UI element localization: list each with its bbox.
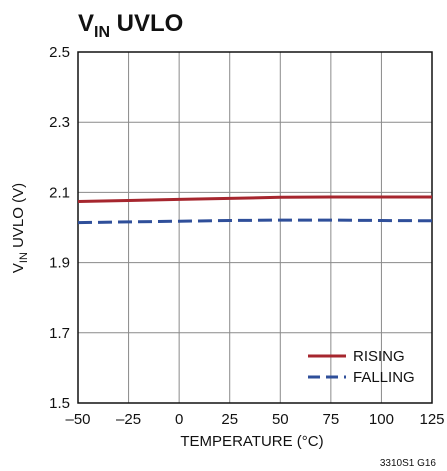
y-axis-label: VIN UVLO (V) xyxy=(10,183,30,273)
y-tick-label: 2.5 xyxy=(49,44,70,61)
x-tick-label: 50 xyxy=(272,411,289,428)
series-lines xyxy=(77,195,433,225)
y-tick-label: 1.7 xyxy=(49,325,70,342)
y-tick-label: 2.1 xyxy=(49,184,70,201)
x-tick-label: 75 xyxy=(323,411,340,428)
y-tick-label: 1.5 xyxy=(49,395,70,412)
series-line-falling xyxy=(77,218,433,225)
y-tick-label: 1.9 xyxy=(49,255,70,272)
x-tick-label: 0 xyxy=(175,411,183,428)
x-tick-label: 25 xyxy=(221,411,238,428)
legend-label-falling: FALLING xyxy=(353,369,415,386)
figure-code: 3310S1 G16 xyxy=(380,458,437,469)
plot-frame xyxy=(77,51,433,404)
legend-label-rising: RISING xyxy=(353,348,405,365)
x-tick-label: –50 xyxy=(65,411,90,428)
x-tick-label: –25 xyxy=(116,411,141,428)
x-axis-label: TEMPERATURE (°C) xyxy=(180,433,323,450)
legend: RISING FALLING xyxy=(308,348,415,386)
x-tick-labels: –50 –25 0 25 50 75 100 125 xyxy=(65,411,444,428)
x-tick-label: 125 xyxy=(419,411,444,428)
y-tick-labels: 1.5 1.7 1.9 2.1 2.3 2.5 xyxy=(49,44,70,412)
y-tick-label: 2.3 xyxy=(49,114,70,131)
chart-title: VIN UVLO xyxy=(78,10,183,41)
x-tick-label: 100 xyxy=(369,411,394,428)
series-line-rising xyxy=(77,195,432,203)
